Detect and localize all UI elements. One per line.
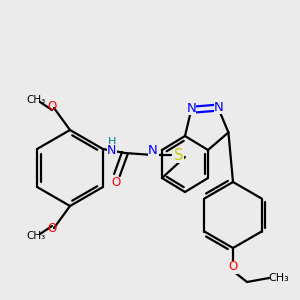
Text: S: S — [174, 148, 184, 163]
Text: O: O — [111, 176, 121, 190]
Text: O: O — [228, 260, 238, 274]
Text: O: O — [47, 223, 57, 236]
Text: CH₃: CH₃ — [26, 95, 46, 105]
Text: N: N — [214, 101, 224, 114]
Text: N: N — [107, 143, 117, 157]
Text: H: H — [108, 137, 116, 147]
Text: CH₃: CH₃ — [268, 273, 290, 283]
Text: O: O — [47, 100, 57, 113]
Text: N: N — [148, 143, 158, 157]
Text: CH₃: CH₃ — [26, 231, 46, 241]
Text: N: N — [149, 143, 159, 157]
Text: N: N — [186, 102, 196, 115]
